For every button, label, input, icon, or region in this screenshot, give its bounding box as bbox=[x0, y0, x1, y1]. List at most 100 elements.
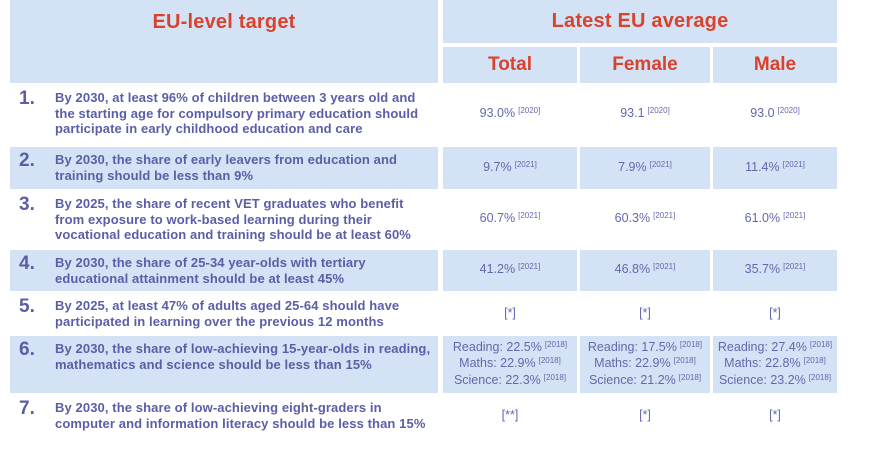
row-number: 2. bbox=[19, 150, 35, 171]
value-text: 93.1 bbox=[620, 106, 645, 121]
value-cell-female-row-1: 93.1 [2020] bbox=[580, 85, 710, 144]
year-note: [2021] bbox=[783, 210, 806, 220]
year-note: [2018] bbox=[678, 372, 702, 382]
value-text: [*] bbox=[639, 408, 651, 423]
value-text: [*] bbox=[769, 306, 781, 321]
value-line: Maths: 22.9% [2018] bbox=[459, 356, 561, 373]
target-text: By 2030, the share of early leavers from… bbox=[55, 152, 398, 183]
value-cell-total-row-2: 9.7% [2021] bbox=[443, 147, 577, 189]
row-number: 5. bbox=[19, 296, 35, 317]
value-cell-male-row-2: 11.4% [2021] bbox=[713, 147, 837, 189]
year-note: [2018] bbox=[543, 372, 567, 382]
value-cell-total-row-5: [*] bbox=[443, 293, 577, 334]
value-text: 60.3% bbox=[614, 210, 651, 225]
value-text: 93.0% bbox=[479, 106, 516, 121]
target-cell-row-1: 1. By 2030, at least 96% of children betw… bbox=[10, 85, 438, 144]
value-line: [*] bbox=[769, 408, 781, 423]
value-text: 11.4% bbox=[745, 159, 780, 174]
value-line: 93.1 [2020] bbox=[620, 106, 670, 123]
row-number: 7. bbox=[19, 398, 35, 419]
eu-targets-table: EU-level target Latest EU average Total … bbox=[10, 0, 837, 436]
value-line: 35.7% [2021] bbox=[745, 262, 806, 279]
target-text: By 2030, the share of 25-34 year-olds wi… bbox=[55, 255, 366, 286]
target-cell-row-5: 5. By 2025, at least 47% of adults aged 2… bbox=[10, 293, 438, 334]
value-text: 46.8% bbox=[614, 262, 651, 277]
value-cell-female-row-4: 46.8% [2021] bbox=[580, 250, 710, 291]
value-cell-female-row-3: 60.3% [2021] bbox=[580, 191, 710, 247]
row-number: 4. bbox=[19, 253, 35, 274]
year-note: [2021] bbox=[653, 262, 676, 272]
value-line: [*] bbox=[639, 306, 651, 321]
value-cell-total-row-3: 60.7% [2021] bbox=[443, 191, 577, 247]
value-cell-male-row-4: 35.7% [2021] bbox=[713, 250, 837, 291]
value-line: [*] bbox=[769, 306, 781, 321]
value-line: 11.4% [2021] bbox=[745, 160, 805, 177]
value-line: Science: 23.2% [2018] bbox=[719, 373, 831, 390]
value-text: [**] bbox=[501, 408, 519, 423]
value-line: Reading: 17.5% [2018] bbox=[588, 340, 702, 357]
value-line: Reading: 22.5% [2018] bbox=[453, 340, 567, 357]
value-text: Maths: 22.8% bbox=[724, 356, 801, 371]
value-text: [*] bbox=[504, 306, 516, 321]
value-line: 61.0% [2021] bbox=[745, 211, 806, 228]
value-line: [*] bbox=[504, 306, 516, 321]
value-line: 9.7% [2021] bbox=[483, 160, 537, 177]
row-number: 1. bbox=[19, 88, 35, 109]
column-header-latest-eu-average: Latest EU average bbox=[443, 0, 837, 43]
column-header-eu-level-target: EU-level target bbox=[10, 0, 438, 83]
value-text: Science: 23.2% bbox=[718, 372, 806, 387]
value-text: [*] bbox=[639, 306, 651, 321]
column-header-male: Male bbox=[713, 47, 837, 83]
year-note: [2020] bbox=[777, 106, 800, 116]
year-note: [2018] bbox=[808, 372, 832, 382]
year-note: [2020] bbox=[647, 106, 670, 116]
value-line: Maths: 22.8% [2018] bbox=[724, 356, 826, 373]
target-text: By 2025, at least 47% of adults aged 25-… bbox=[55, 298, 400, 329]
value-cell-female-row-5: [*] bbox=[580, 293, 710, 334]
value-cell-female-row-6: Reading: 17.5% [2018] Maths: 22.9% [2018] Sc… bbox=[580, 336, 710, 393]
target-text: By 2030, the share of low-achieving 15-y… bbox=[55, 341, 431, 372]
year-note: [2021] bbox=[653, 210, 676, 220]
value-text: Reading: 27.4% bbox=[717, 339, 807, 354]
column-header-total: Total bbox=[443, 47, 577, 83]
value-cell-male-row-5: [*] bbox=[713, 293, 837, 334]
year-note: [2018] bbox=[679, 339, 703, 349]
year-note: [2018] bbox=[809, 339, 833, 349]
year-note: [2021] bbox=[782, 159, 805, 169]
value-line: Science: 21.2% [2018] bbox=[589, 373, 701, 390]
value-text: [*] bbox=[769, 408, 781, 423]
value-line: 93.0% [2020] bbox=[480, 106, 541, 123]
year-note: [2021] bbox=[649, 159, 672, 169]
value-text: 35.7% bbox=[744, 262, 781, 277]
value-text: Reading: 17.5% bbox=[587, 339, 677, 354]
target-cell-row-4: 4. By 2030, the share of 25-34 year-olds … bbox=[10, 250, 438, 291]
value-text: Science: 21.2% bbox=[588, 372, 676, 387]
year-note: [2018] bbox=[544, 339, 568, 349]
value-text: Maths: 22.9% bbox=[594, 356, 671, 371]
value-line: 60.7% [2021] bbox=[480, 211, 541, 228]
value-cell-total-row-4: 41.2% [2021] bbox=[443, 250, 577, 291]
value-line: [*] bbox=[639, 408, 651, 423]
target-text: By 2030, at least 96% of children betwee… bbox=[55, 90, 419, 136]
year-note: [2018] bbox=[673, 356, 696, 366]
value-text: 60.7% bbox=[479, 210, 516, 225]
value-line: Maths: 22.9% [2018] bbox=[594, 356, 696, 373]
target-text: By 2030, the share of low-achieving eigh… bbox=[55, 400, 426, 431]
target-text: By 2025, the share of recent VET graduat… bbox=[55, 196, 411, 242]
value-line: 41.2% [2021] bbox=[480, 262, 541, 279]
value-text: Science: 22.3% bbox=[453, 372, 541, 387]
year-note: [2020] bbox=[518, 106, 541, 116]
value-cell-total-row-1: 93.0% [2020] bbox=[443, 85, 577, 144]
value-text: 93.0 bbox=[750, 106, 775, 121]
row-number: 3. bbox=[19, 194, 35, 215]
value-cell-total-row-6: Reading: 22.5% [2018] Maths: 22.9% [2018] Sc… bbox=[443, 336, 577, 393]
value-text: Maths: 22.9% bbox=[459, 356, 536, 371]
value-cell-female-row-2: 7.9% [2021] bbox=[580, 147, 710, 189]
value-line: 60.3% [2021] bbox=[615, 211, 676, 228]
year-note: [2021] bbox=[518, 210, 541, 220]
value-line: Reading: 27.4% [2018] bbox=[718, 340, 832, 357]
value-cell-male-row-1: 93.0 [2020] bbox=[713, 85, 837, 144]
row-number: 6. bbox=[19, 339, 35, 360]
year-note: [2018] bbox=[538, 356, 561, 366]
